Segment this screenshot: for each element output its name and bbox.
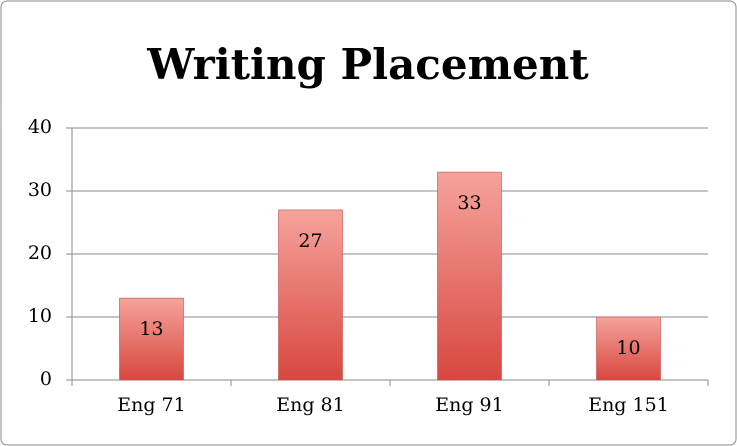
- y-tick-label: 0: [40, 368, 52, 390]
- x-tick-label: Eng 71: [117, 394, 186, 416]
- x-tick-label: Eng 91: [435, 394, 504, 416]
- chart-title: Writing Placement: [146, 40, 589, 89]
- x-tick-label: Eng 81: [276, 394, 345, 416]
- bar: [119, 297, 184, 381]
- y-tick-label: 10: [28, 305, 52, 327]
- data-label: 13: [139, 318, 163, 340]
- y-tick-label: 30: [28, 179, 52, 201]
- y-tick-label: 40: [28, 116, 52, 138]
- bar: [596, 316, 661, 381]
- data-label: 27: [298, 230, 322, 252]
- x-tick-label: Eng 151: [588, 394, 669, 416]
- data-label: 33: [457, 192, 481, 214]
- y-tick-label: 20: [28, 242, 52, 264]
- bar: [437, 171, 502, 381]
- data-label: 10: [616, 337, 640, 359]
- bar: [278, 209, 343, 381]
